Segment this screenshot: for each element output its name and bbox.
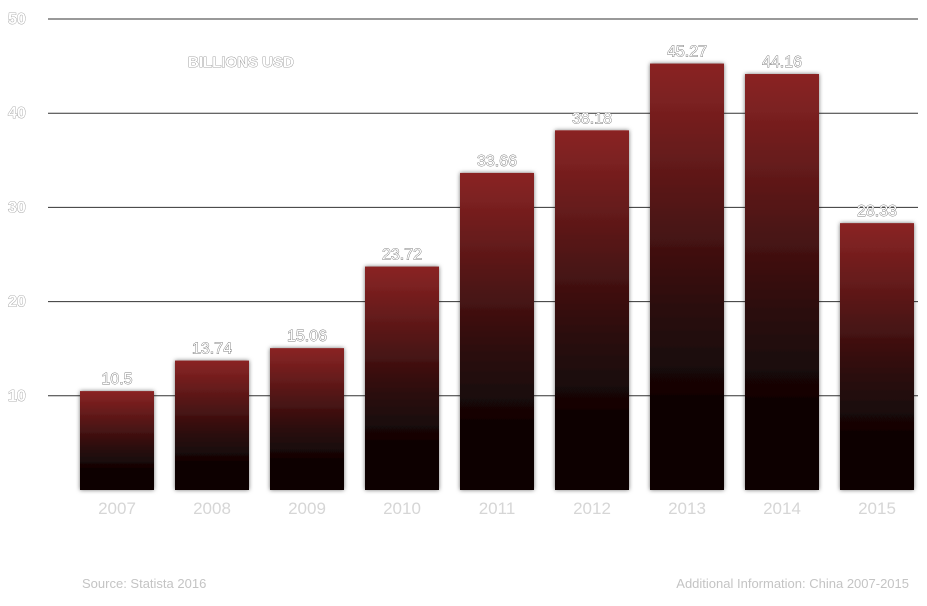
x-axis-ticks: 2007 2008 2009 2010 2011 2012 2013 2014 2015: [98, 499, 896, 518]
bar-2012: [555, 130, 629, 490]
y-tick-label: 20: [8, 294, 26, 311]
value-label-2015: 28.33: [857, 203, 897, 220]
value-label-2013: 45.27: [667, 44, 707, 61]
bar-2009: [270, 348, 344, 490]
value-label-2007: 10.5: [101, 371, 132, 388]
unit-label: BILLIONS USD: [188, 54, 294, 71]
x-tick-2008: 2008: [193, 499, 231, 518]
value-label-2011: 33.66: [477, 153, 517, 170]
bar-2015: [840, 223, 914, 490]
bar-2013: [650, 63, 724, 490]
bars: [80, 63, 914, 491]
x-tick-2010: 2010: [383, 499, 421, 518]
source-note: Source: Statista 2016: [82, 576, 207, 591]
value-label-2009: 15.06: [287, 328, 327, 345]
x-tick-2009: 2009: [288, 499, 326, 518]
value-labels: 10.5 13.74 15.06 23.72 33.66 38.18 45.27 44.16 2…: [101, 43, 897, 388]
bar-2010: [365, 266, 439, 490]
bar-2008: [175, 360, 249, 490]
x-tick-2012: 2012: [573, 499, 611, 518]
x-tick-2014: 2014: [763, 499, 801, 518]
x-tick-2011: 2011: [479, 499, 516, 518]
value-label-2010: 23.72: [382, 247, 422, 264]
x-tick-2007: 2007: [98, 499, 136, 518]
y-tick-label: 50: [8, 11, 26, 28]
bar-2011: [460, 172, 534, 491]
x-tick-2015: 2015: [858, 499, 896, 518]
bar-2007: [80, 391, 154, 490]
x-tick-2013: 2013: [668, 499, 706, 518]
bar-2014: [745, 74, 819, 490]
y-tick-label: 40: [8, 105, 26, 122]
value-label-2008: 13.74: [192, 341, 232, 358]
value-label-2014: 44.16: [762, 54, 802, 71]
additional-info-note: Additional Information: China 2007-2015: [676, 576, 909, 591]
value-label-2012: 38.18: [572, 110, 612, 127]
y-tick-label: 30: [8, 199, 26, 216]
bar-chart: 10 20 30 40 50 10.5 13.74 15.06 23.72 33.66 38.18…: [8, 11, 918, 518]
y-tick-label: 10: [8, 388, 26, 405]
